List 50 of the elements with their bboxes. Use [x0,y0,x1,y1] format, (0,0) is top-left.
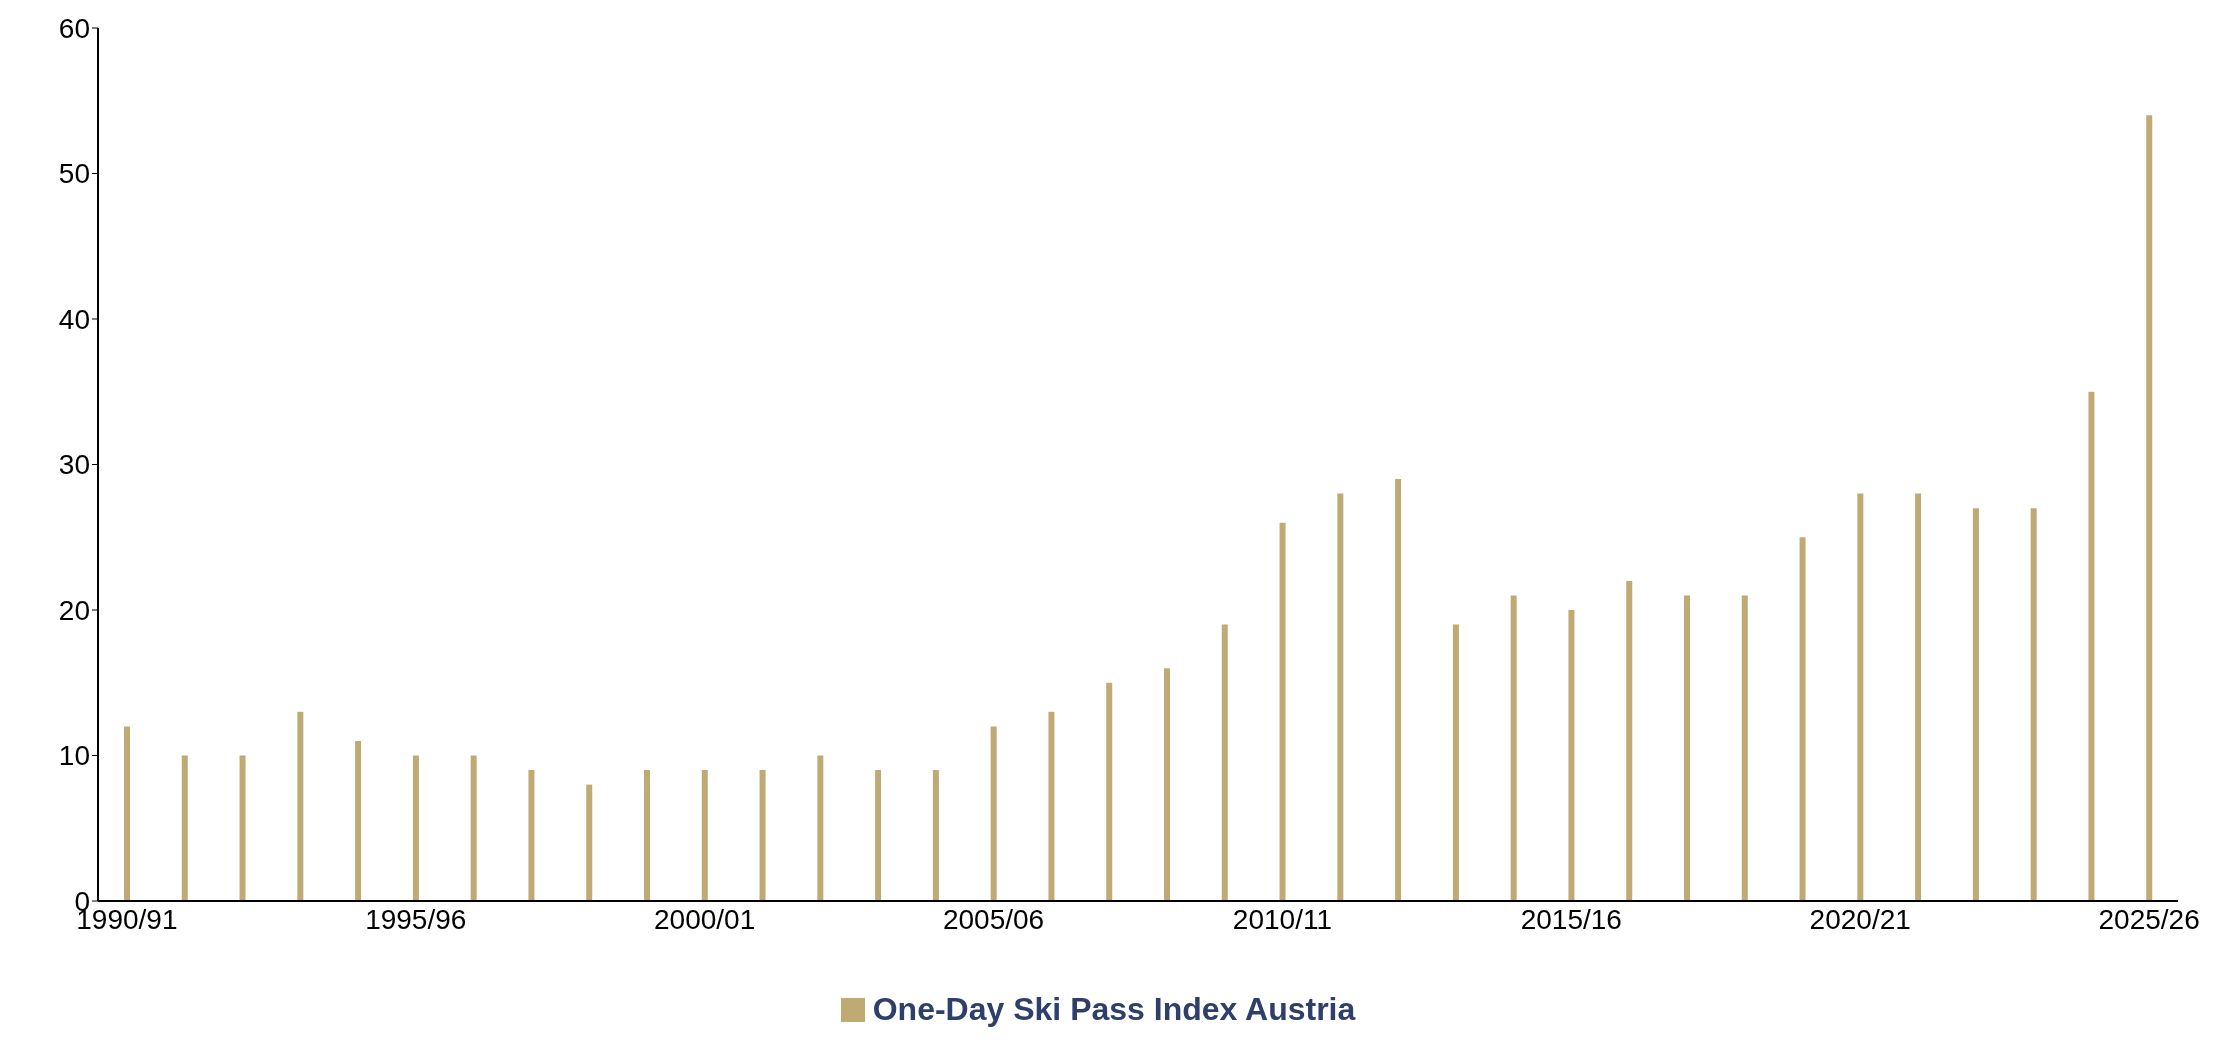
bar [1221,624,1228,901]
bar [1799,537,1806,901]
bar [586,784,593,901]
bar [1510,595,1517,901]
bar [2088,391,2095,901]
y-tick-label: 60 [58,12,90,44]
bar [470,755,477,901]
bar [990,726,997,901]
legend-label: One-Day Ski Pass Index Austria [872,991,1356,1028]
x-tick-label: 1995/96 [365,903,467,935]
bar [817,755,824,901]
bar [2030,508,2037,901]
bar [1452,624,1459,901]
bar [1106,682,1113,901]
bar [355,740,362,901]
bar [932,770,939,901]
bar [1857,493,1864,901]
y-tick-label: 10 [58,740,90,772]
bar [1684,595,1690,901]
bar [297,711,304,901]
bar [1279,522,1286,901]
bar [1568,610,1575,901]
bar [644,770,650,901]
bar [124,726,130,901]
bar [1626,580,1633,901]
bar [239,755,246,901]
bar [1972,508,1979,901]
bar [1048,711,1055,901]
bar [2146,115,2153,901]
bar [1164,668,1170,901]
bar [1915,493,1922,901]
x-tick-label: 2010/11 [1232,903,1333,935]
x-tick-label: 2005/06 [942,903,1045,935]
bar [875,770,882,901]
x-tick-label: 2000/01 [654,903,756,935]
y-tick-label: 20 [58,594,90,626]
y-tick-label: 40 [58,303,90,335]
bar [181,755,188,901]
x-tick-label: 2020/21 [1809,903,1911,935]
x-tick-label: 2025/26 [2098,903,2200,935]
y-tick-label: 30 [58,449,90,481]
bar [759,770,766,901]
bar [528,770,535,901]
bar [1337,493,1344,901]
bar [701,770,708,901]
bar [1741,595,1748,901]
bar [412,755,419,901]
y-tick-label: 50 [58,158,90,190]
bar [1395,479,1402,901]
x-tick-label: 2015/16 [1520,903,1622,935]
